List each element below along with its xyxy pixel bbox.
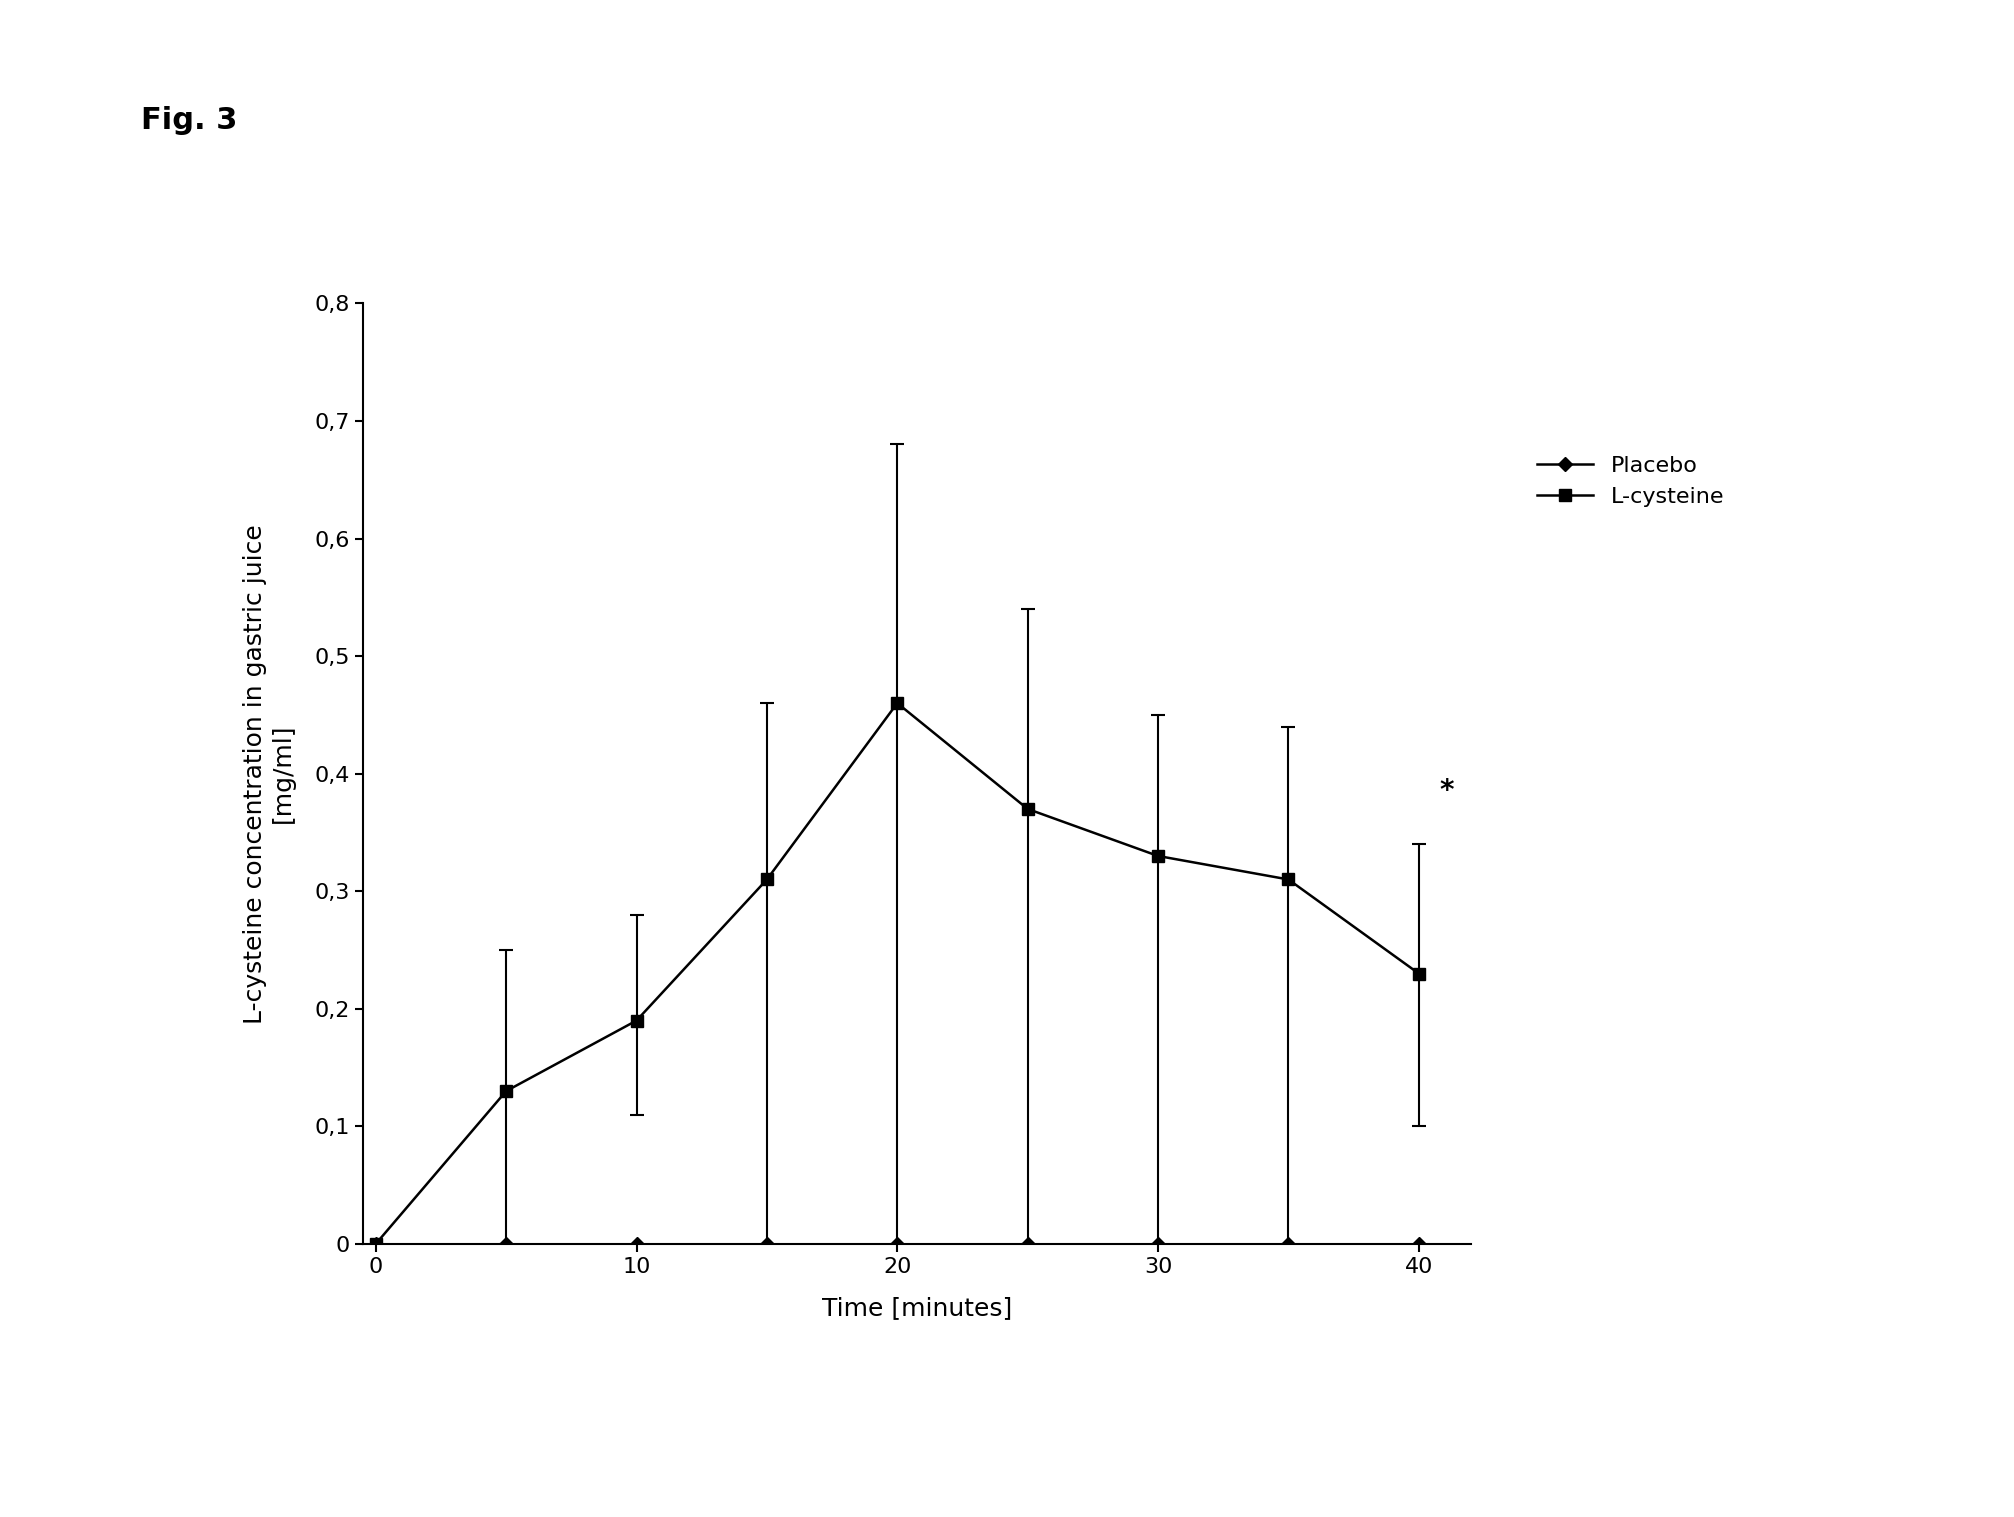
Placebo [1146, 1235, 1170, 1253]
L-cysteine [1015, 799, 1039, 818]
L-cysteine [624, 1012, 649, 1030]
L-cysteine [755, 871, 779, 889]
Placebo [884, 1235, 908, 1253]
Text: Fig. 3: Fig. 3 [141, 106, 238, 135]
Legend: Placebo, L-cysteine: Placebo, L-cysteine [1537, 455, 1724, 507]
Line: Placebo: Placebo [371, 1239, 1424, 1248]
Placebo [624, 1235, 649, 1253]
L-cysteine [493, 1082, 518, 1100]
L-cysteine [1275, 871, 1299, 889]
Placebo [1406, 1235, 1430, 1253]
X-axis label: Time [minutes]: Time [minutes] [822, 1297, 1011, 1321]
Text: *: * [1438, 777, 1454, 806]
Placebo [493, 1235, 518, 1253]
L-cysteine [363, 1235, 387, 1253]
L-cysteine [1406, 965, 1430, 983]
Placebo [363, 1235, 387, 1253]
L-cysteine [884, 693, 908, 711]
Placebo [755, 1235, 779, 1253]
Y-axis label: L-cysteine concentration in gastric juice
[mg/ml]: L-cysteine concentration in gastric juic… [242, 523, 294, 1024]
Line: L-cysteine: L-cysteine [371, 698, 1424, 1250]
Placebo [1015, 1235, 1039, 1253]
Placebo [1275, 1235, 1299, 1253]
L-cysteine [1146, 846, 1170, 865]
